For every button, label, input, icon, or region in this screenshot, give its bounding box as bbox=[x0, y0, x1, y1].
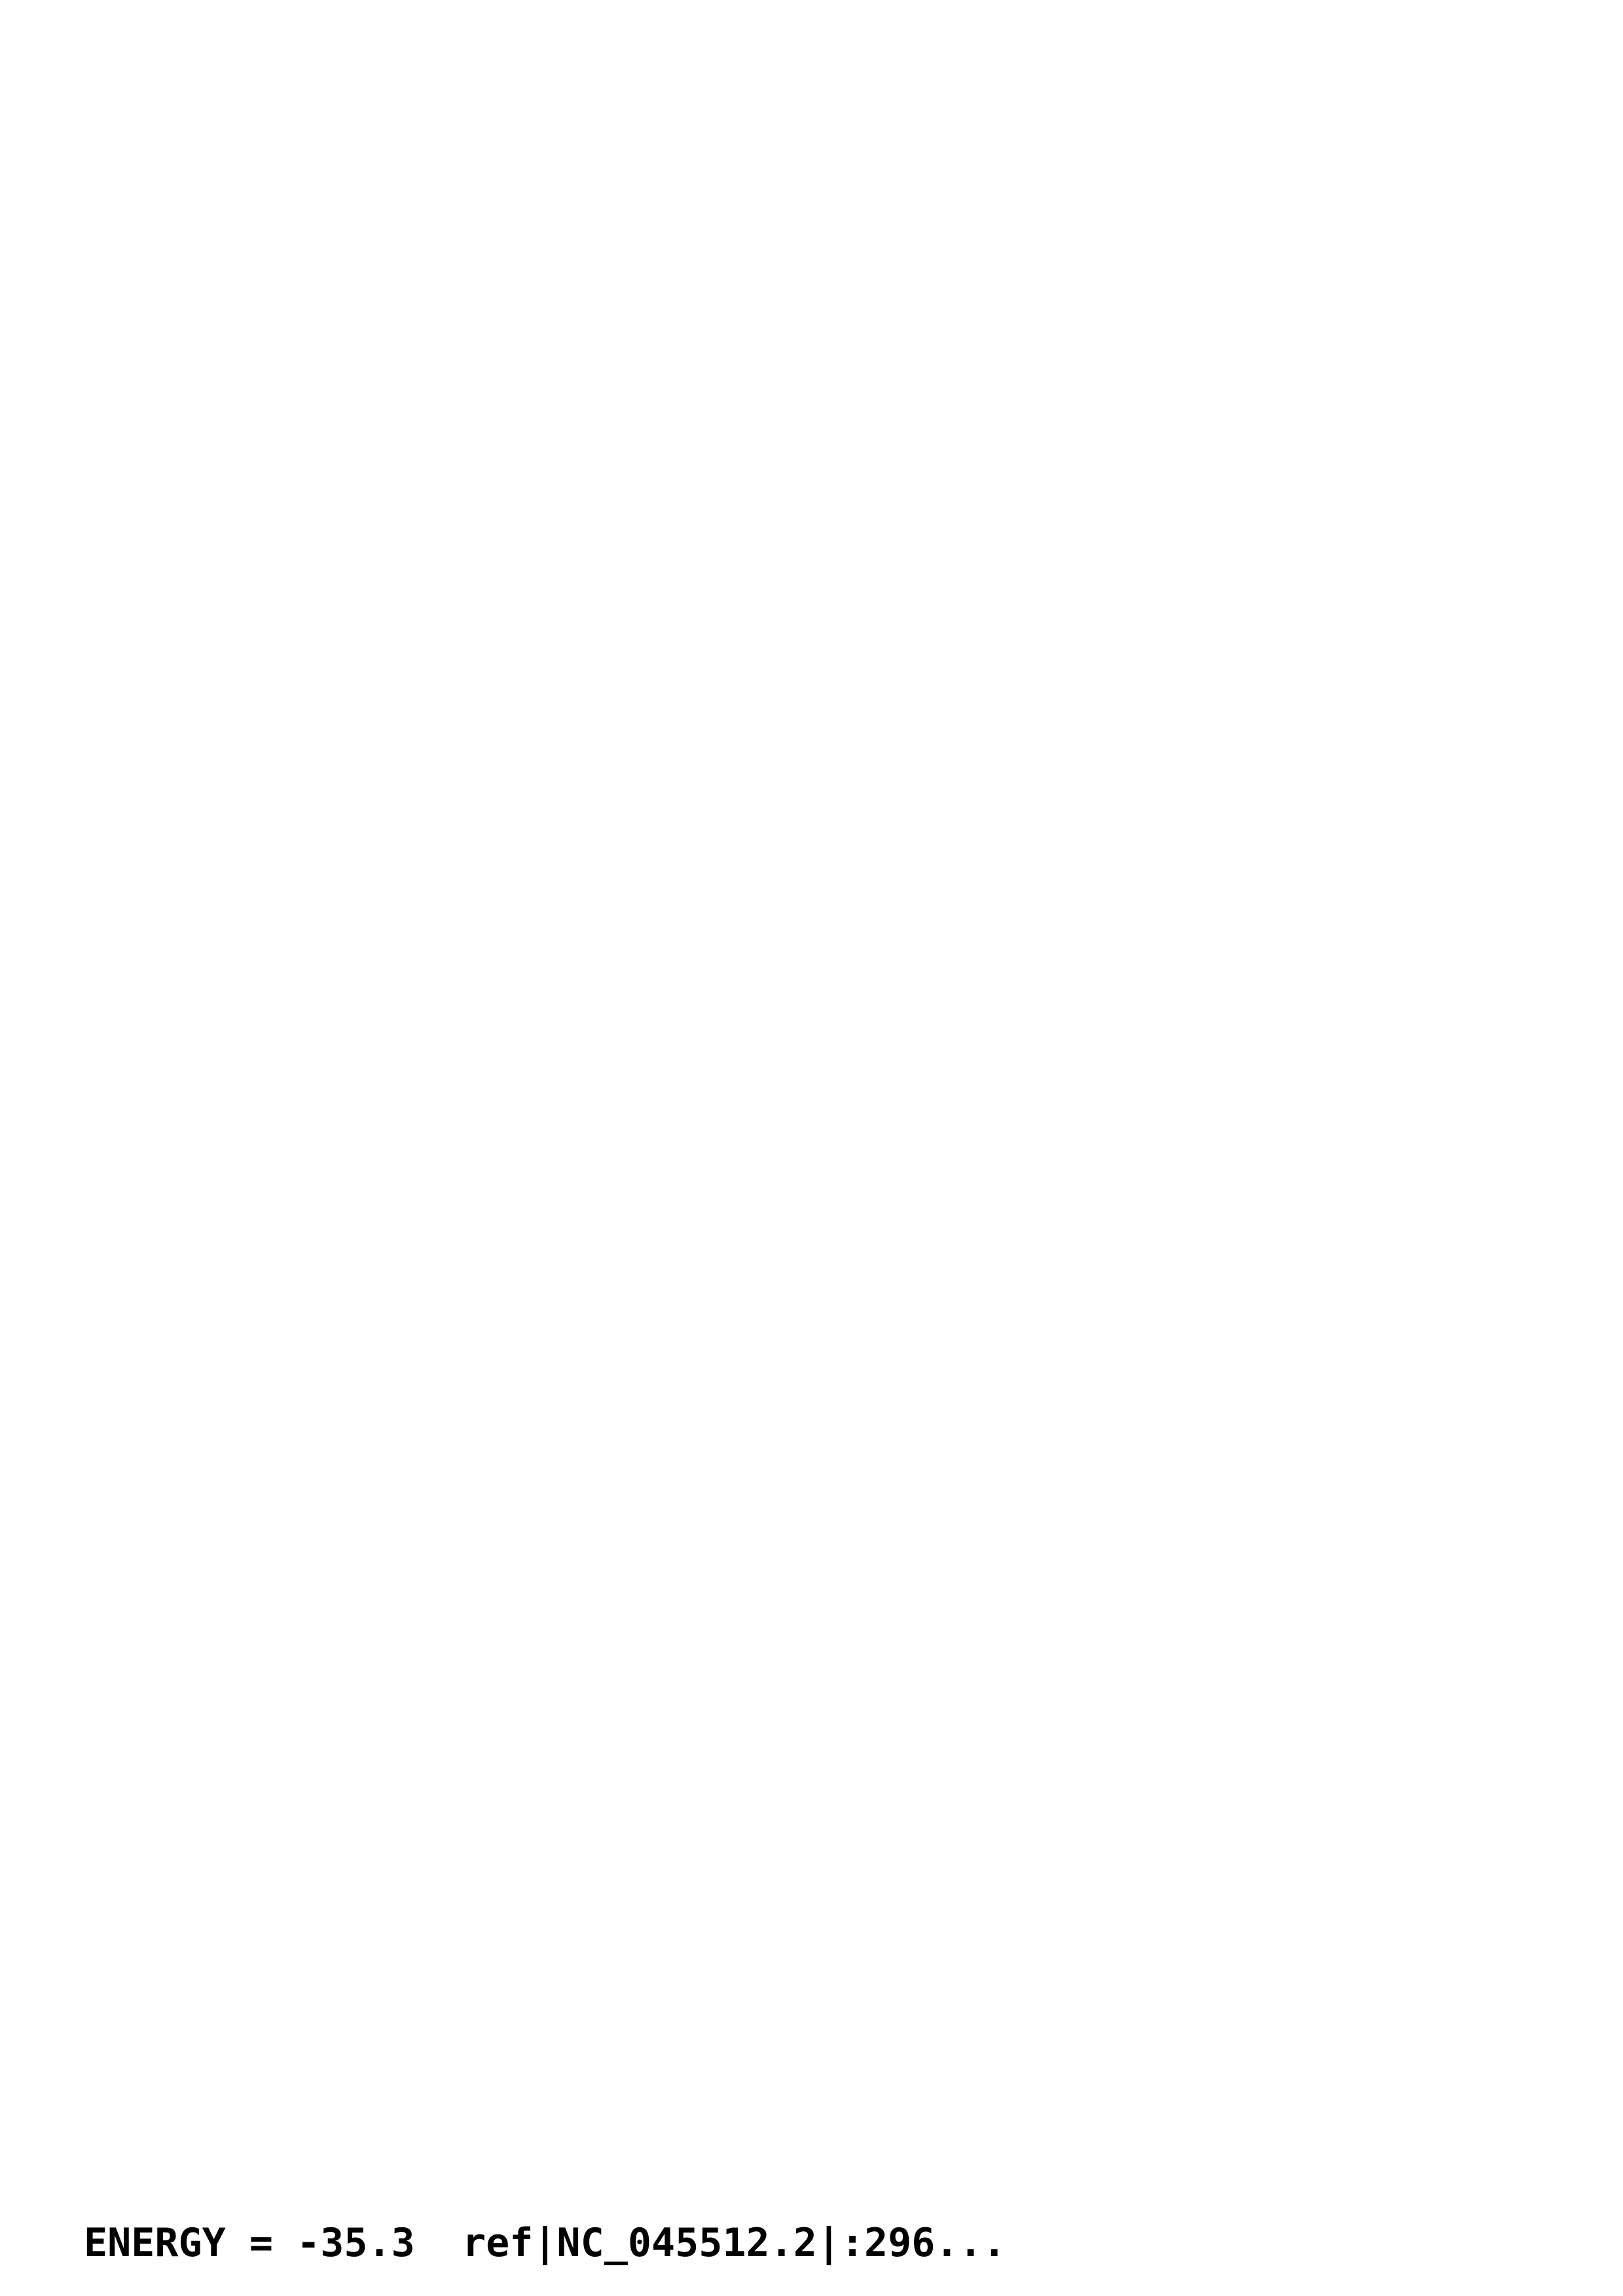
energy-line: ENERGY = -35.3 ref|NC_045512.2|:296... bbox=[84, 2220, 1006, 2266]
